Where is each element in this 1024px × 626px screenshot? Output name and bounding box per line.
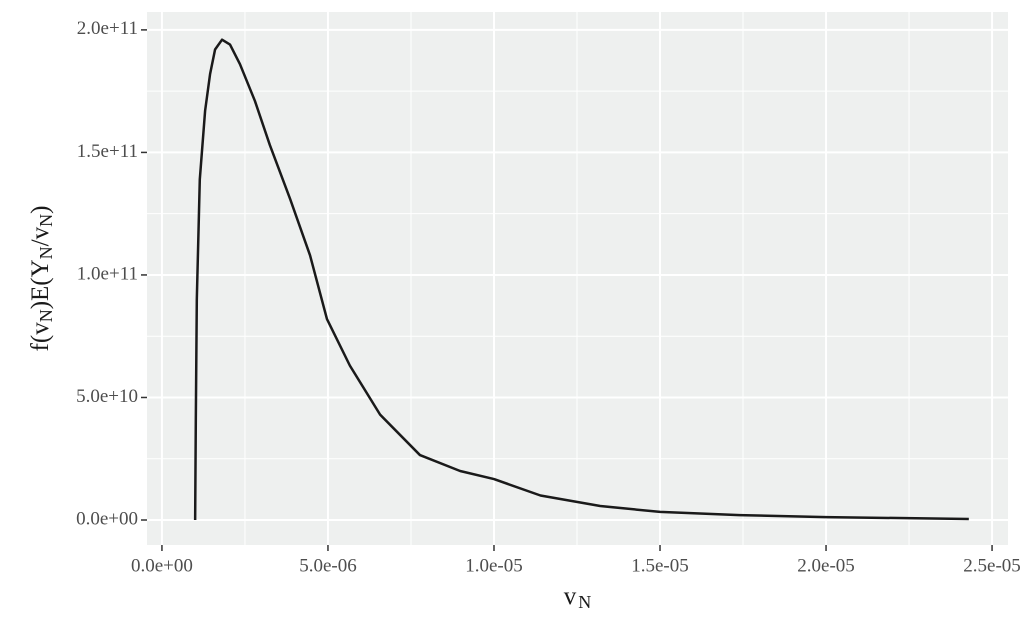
y-axis-title-part: v: [27, 226, 54, 239]
y-axis-title-part: /: [27, 239, 54, 246]
y-axis-title-part: v: [27, 322, 54, 335]
y-tick-label: 2.0e+11: [77, 18, 138, 39]
x-tick-label: 0.0e+00: [131, 555, 193, 576]
x-tick-label: 1.0e-05: [465, 555, 523, 576]
line: [193, 38, 969, 521]
y-tick-label: 5.0e+10: [76, 386, 138, 407]
y-tick-label: 1.0e+11: [77, 263, 138, 284]
y-tick-label: 1.5e+11: [77, 141, 138, 162]
x-tick-label: 2.5e-05: [963, 555, 1021, 576]
y-axis-title-part: N: [36, 309, 56, 322]
y-axis-title-part: N: [36, 214, 56, 227]
y-axis-title-part: ): [27, 206, 54, 214]
y-axis-title-part: N: [36, 246, 56, 259]
x-tick-label: 2.0e-05: [797, 555, 855, 576]
y-axis-title: f(vN)E(YN/vN): [27, 206, 56, 352]
x-tick-label: 5.0e-06: [299, 555, 357, 576]
x-tick-label: 1.5e-05: [631, 555, 689, 576]
y-axis-title-part: )E(Y: [27, 259, 54, 309]
x-axis-title-part: v: [564, 583, 577, 610]
y-tick-label: 0.0e+00: [76, 508, 138, 529]
x-axis-title-part: N: [578, 592, 591, 612]
y-axis-title-part: f(: [27, 335, 54, 352]
